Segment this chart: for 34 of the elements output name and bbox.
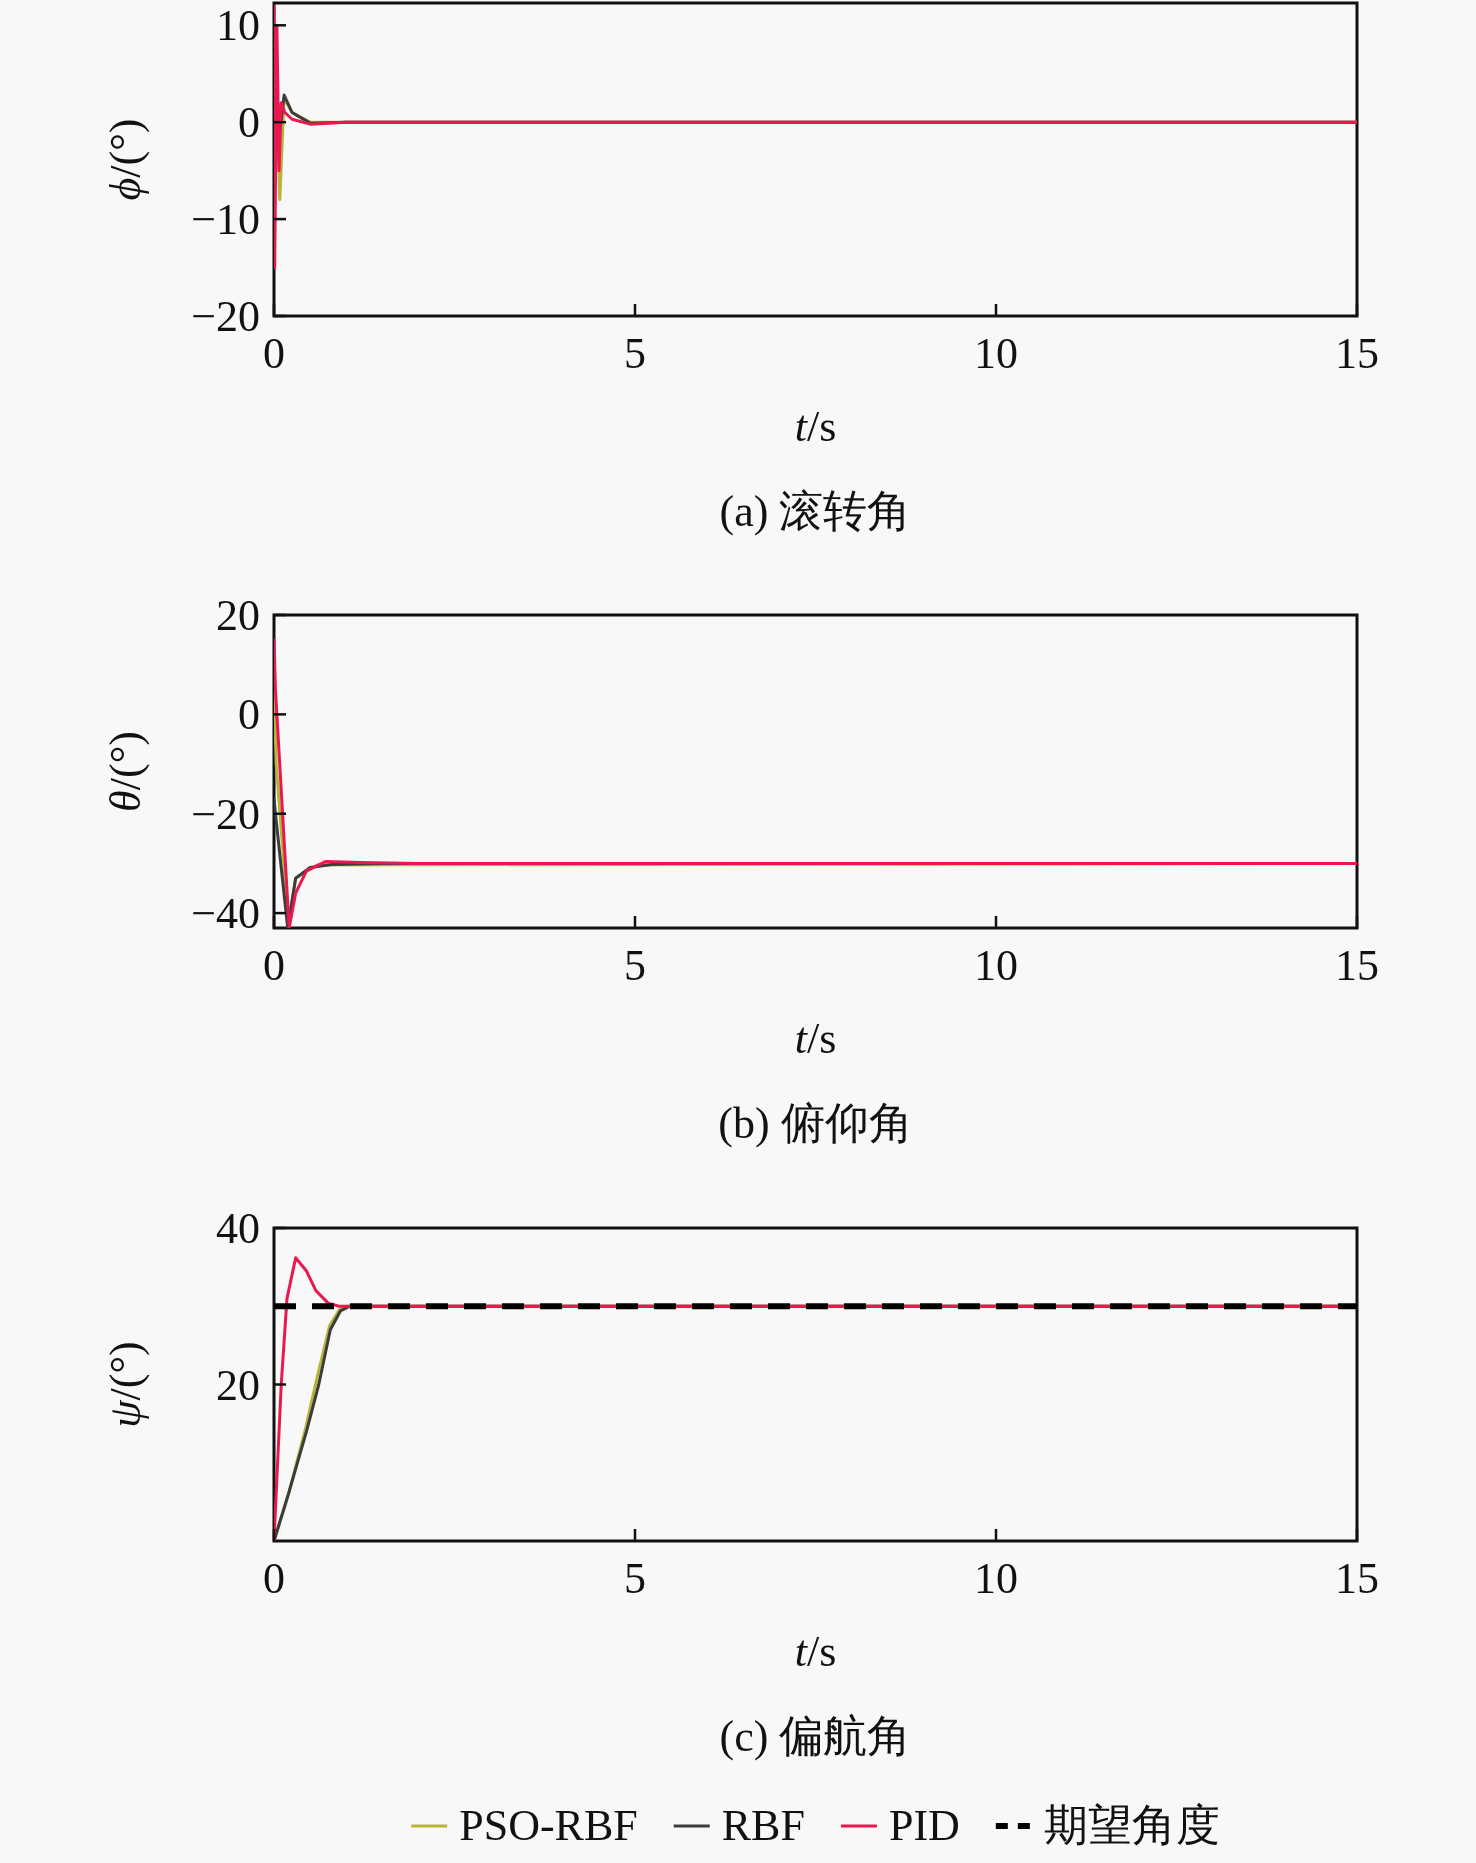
y-axis-title: ϕ/(°)	[101, 118, 150, 201]
y-tick-label: −20	[191, 789, 260, 839]
text: (c) 偏航角	[719, 1712, 912, 1761]
x-axis-title: t/s	[794, 1014, 837, 1063]
y-tick-label: 20	[216, 591, 260, 640]
y-axis-title: ψ/(°)	[101, 1341, 150, 1428]
x-tick-label: 10	[974, 941, 1018, 990]
x-tick-label: 5	[624, 941, 646, 990]
y-tick-label: 20	[216, 1360, 260, 1410]
y-tick-label: 40	[216, 1204, 260, 1253]
x-axis-title: t/s	[794, 402, 837, 451]
text: (a) 滚转角	[719, 487, 912, 536]
y-tick-label: −10	[191, 195, 260, 245]
legend-label: RBF	[721, 1801, 805, 1850]
x-tick-label: 10	[974, 329, 1018, 378]
x-tick-label: 5	[624, 1554, 646, 1603]
x-tick-label: 10	[974, 1554, 1018, 1603]
y-tick-label: −20	[191, 292, 260, 341]
y-tick-label: 10	[216, 1, 260, 51]
x-tick-label: 5	[624, 329, 646, 378]
y-tick-label: 0	[238, 98, 260, 148]
legend-label: PSO-RBF	[459, 1801, 638, 1850]
x-tick-label: 15	[1335, 329, 1379, 378]
x-tick-label: 15	[1335, 941, 1379, 990]
legend-label: PID	[888, 1801, 960, 1850]
text: (b) 俯仰角	[718, 1099, 913, 1148]
y-tick-label: −40	[191, 889, 260, 939]
legend-label: 期望角度	[1043, 1801, 1220, 1850]
x-tick-label: 15	[1335, 1554, 1379, 1603]
y-axis-title: θ/(°)	[101, 731, 150, 812]
line-series	[274, 638, 1357, 928]
line-series	[274, 4, 1357, 270]
y-tick-label: 0	[238, 690, 260, 740]
x-axis-title: t/s	[794, 1627, 837, 1676]
